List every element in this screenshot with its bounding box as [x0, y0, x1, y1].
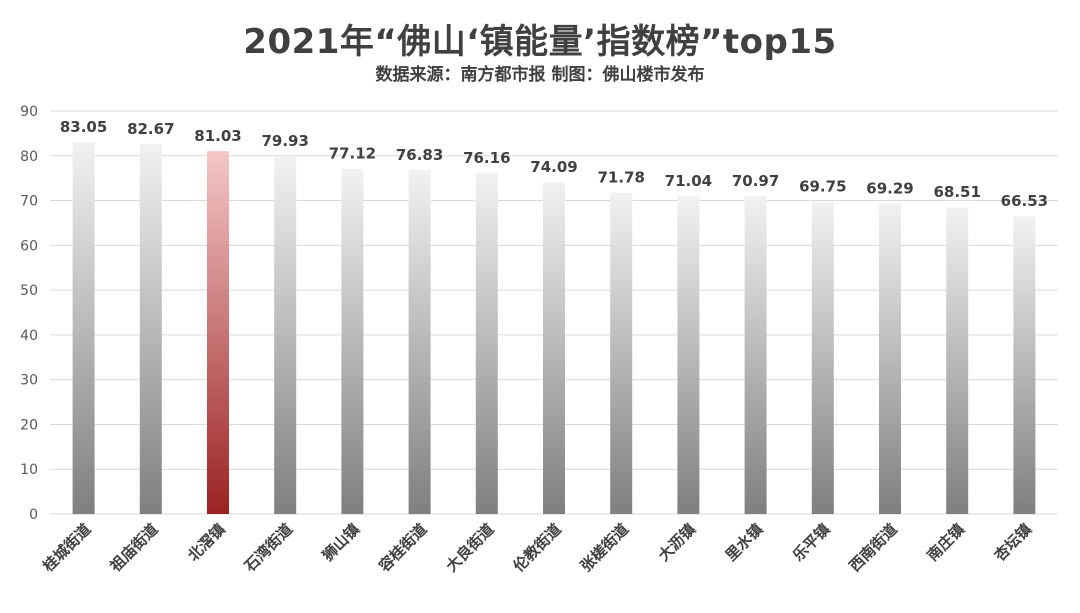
- data-label: 77.12: [329, 145, 376, 163]
- bar: [207, 151, 229, 515]
- y-tick-label: 60: [20, 238, 38, 254]
- y-tick-label: 50: [20, 283, 38, 299]
- data-label: 69.75: [799, 178, 846, 196]
- data-label: 71.78: [597, 169, 644, 187]
- bar: [72, 142, 95, 515]
- y-tick-label: 10: [20, 462, 38, 478]
- bar: [677, 195, 700, 514]
- category-label: 狮山镇: [318, 520, 363, 565]
- data-label: 76.16: [463, 149, 510, 167]
- bar: [341, 168, 364, 515]
- bar: [139, 143, 162, 514]
- bar: [274, 156, 297, 514]
- y-tick-label: 30: [20, 373, 38, 389]
- data-label: 82.67: [127, 120, 174, 138]
- category-label: 乐平镇: [789, 520, 834, 565]
- data-labels: 83.05 82.67 81.03 79.93 77.12 76.83 76.16 74.09…: [60, 118, 1048, 210]
- bar: [1013, 216, 1036, 514]
- chart-title: 2021年“佛山‘镇能量’指数榜”top15: [243, 22, 837, 62]
- data-label: 83.05: [60, 118, 107, 136]
- data-label: 74.09: [530, 158, 577, 176]
- y-tick-label: 80: [20, 149, 38, 165]
- category-label: 桂城街道: [39, 520, 95, 576]
- category-label: 张槎街道: [577, 520, 632, 575]
- category-label: 伦教街道: [510, 520, 565, 575]
- category-label: 里水镇: [722, 520, 767, 565]
- bars: [72, 142, 1036, 515]
- category-label: 西南街道: [846, 520, 901, 575]
- y-tick-label: 70: [20, 194, 38, 210]
- category-label: 大良街道: [442, 520, 497, 575]
- category-label: 容桂街道: [375, 520, 431, 576]
- category-label: 杏坛镇: [990, 520, 1035, 565]
- x-axis-categories: 桂城街道 祖庙街道 北滘镇 石湾街道 狮山镇 容桂街道 大良街道 伦教街道 张槎街道 大沥镇 里水镇…: [39, 520, 1036, 576]
- data-label: 70.97: [732, 172, 779, 190]
- bar: [610, 192, 633, 514]
- data-label: 69.29: [866, 180, 913, 198]
- category-label: 南庄镇: [923, 520, 968, 565]
- data-label: 68.51: [933, 183, 980, 201]
- bar: [879, 203, 901, 514]
- bar: [408, 169, 431, 514]
- data-label: 79.93: [261, 132, 308, 150]
- y-tick-label: 40: [20, 328, 38, 344]
- chart-subtitle: 数据来源：南方都市报 制图：佛山楼市发布: [375, 65, 705, 85]
- category-label: 北滘镇: [184, 520, 229, 565]
- bar: [543, 182, 565, 514]
- bar: [811, 201, 834, 515]
- category-label: 大沥镇: [655, 520, 700, 565]
- data-label: 81.03: [194, 127, 241, 145]
- y-tick-label: 20: [20, 417, 38, 433]
- category-label: 石湾街道: [240, 520, 296, 576]
- bar: [475, 172, 498, 514]
- y-tick-label: 90: [20, 104, 38, 120]
- category-label: 祖庙街道: [106, 520, 162, 576]
- bar: [744, 196, 767, 515]
- data-label: 76.83: [396, 146, 443, 164]
- y-tick-label: 0: [29, 507, 38, 523]
- data-label: 66.53: [1001, 192, 1048, 210]
- y-axis-ticks: 0 10 20 30 40 50 60 70 80 90: [20, 104, 38, 523]
- bar: [946, 207, 969, 514]
- data-label: 71.04: [665, 172, 712, 190]
